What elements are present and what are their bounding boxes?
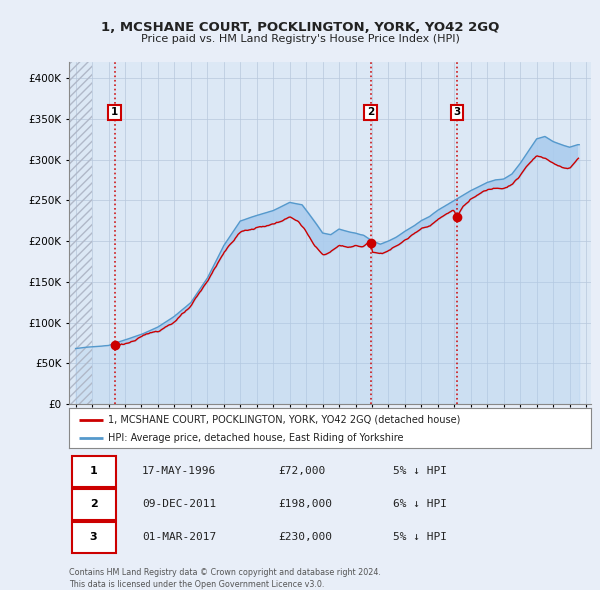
Text: 3: 3 (90, 532, 97, 542)
Text: 17-MAY-1996: 17-MAY-1996 (142, 466, 217, 476)
Text: 1, MCSHANE COURT, POCKLINGTON, YORK, YO42 2GQ: 1, MCSHANE COURT, POCKLINGTON, YORK, YO4… (101, 21, 499, 34)
Text: 3: 3 (454, 107, 461, 117)
Text: Price paid vs. HM Land Registry's House Price Index (HPI): Price paid vs. HM Land Registry's House … (140, 34, 460, 44)
Text: 2: 2 (89, 499, 97, 509)
Text: 09-DEC-2011: 09-DEC-2011 (142, 499, 217, 509)
Text: 01-MAR-2017: 01-MAR-2017 (142, 532, 217, 542)
Text: 5% ↓ HPI: 5% ↓ HPI (392, 532, 446, 542)
Text: 5% ↓ HPI: 5% ↓ HPI (392, 466, 446, 476)
Text: 2: 2 (367, 107, 374, 117)
Text: £230,000: £230,000 (278, 532, 332, 542)
Bar (69, 62, 92, 404)
Text: HPI: Average price, detached house, East Riding of Yorkshire: HPI: Average price, detached house, East… (108, 434, 404, 443)
Text: Contains HM Land Registry data © Crown copyright and database right 2024.
This d: Contains HM Land Registry data © Crown c… (69, 568, 381, 589)
Text: 1, MCSHANE COURT, POCKLINGTON, YORK, YO42 2GQ (detached house): 1, MCSHANE COURT, POCKLINGTON, YORK, YO4… (108, 415, 461, 425)
Text: 1: 1 (111, 107, 118, 117)
Text: 1: 1 (89, 466, 97, 476)
Text: £198,000: £198,000 (278, 499, 332, 509)
FancyBboxPatch shape (71, 522, 116, 553)
FancyBboxPatch shape (71, 455, 116, 487)
Text: £72,000: £72,000 (278, 466, 325, 476)
Text: 6% ↓ HPI: 6% ↓ HPI (392, 499, 446, 509)
FancyBboxPatch shape (71, 489, 116, 520)
